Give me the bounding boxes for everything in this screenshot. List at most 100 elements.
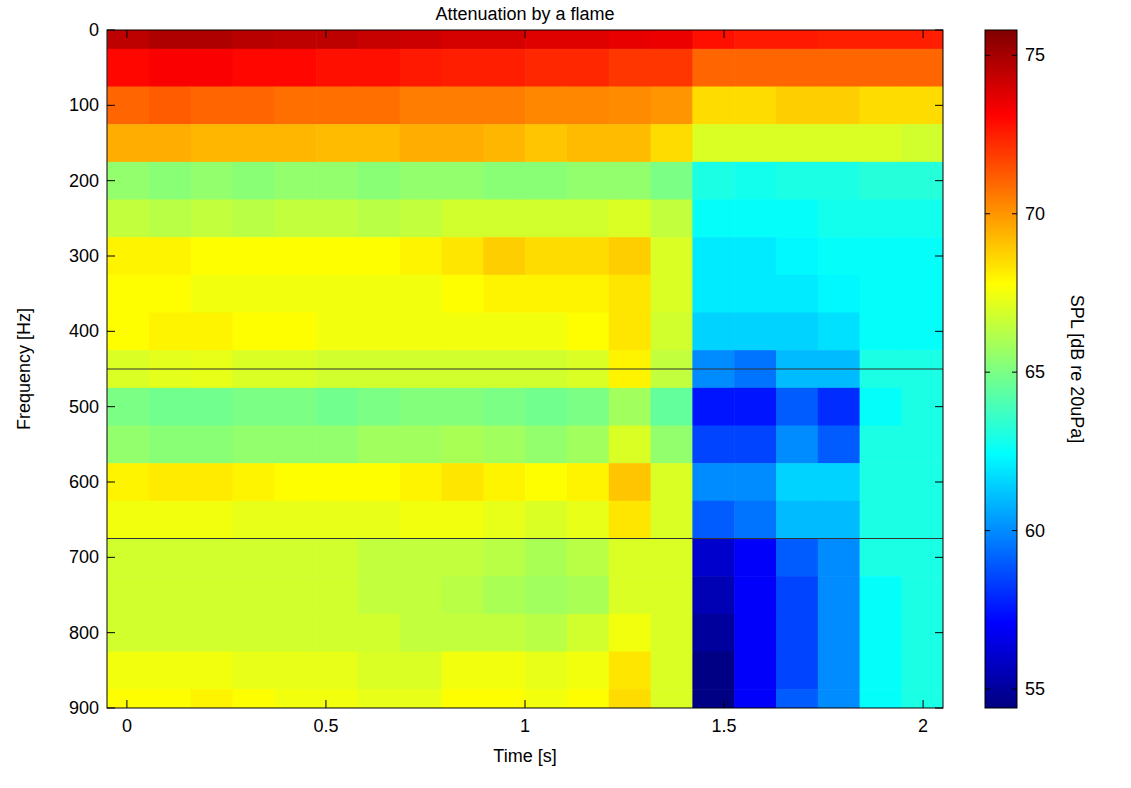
heatmap-cell bbox=[567, 652, 609, 690]
heatmap-cell bbox=[483, 237, 525, 275]
heatmap-cell bbox=[901, 539, 943, 577]
colorbar-tick-label: 55 bbox=[1025, 679, 1045, 699]
heatmap-cell bbox=[233, 652, 275, 690]
heatmap-cell bbox=[400, 162, 442, 200]
heatmap-cell bbox=[107, 652, 149, 690]
heatmap-cell bbox=[107, 124, 149, 162]
heatmap-cell bbox=[901, 124, 943, 162]
heatmap-cell bbox=[358, 689, 400, 708]
y-tick bbox=[935, 406, 943, 407]
heatmap-cell bbox=[818, 124, 860, 162]
heatmap-cell bbox=[901, 30, 943, 49]
heatmap-cell bbox=[107, 162, 149, 200]
x-tick bbox=[126, 700, 127, 708]
heatmap-cell bbox=[567, 689, 609, 708]
heatmap-cell bbox=[651, 576, 693, 614]
heatmap-cell bbox=[400, 313, 442, 351]
heatmap-cell bbox=[651, 237, 693, 275]
heatmap-cell bbox=[609, 539, 651, 577]
heatmap-cell bbox=[358, 652, 400, 690]
heatmap-cell bbox=[191, 689, 233, 708]
heatmap-cell bbox=[692, 200, 734, 238]
heatmap-cell bbox=[233, 463, 275, 501]
heatmap-cell bbox=[274, 388, 316, 426]
heatmap-cell bbox=[191, 463, 233, 501]
heatmap-cell bbox=[274, 539, 316, 577]
heatmap-cell bbox=[692, 87, 734, 125]
heatmap-cell bbox=[692, 30, 734, 49]
y-tick bbox=[935, 105, 943, 106]
heatmap-cell bbox=[233, 200, 275, 238]
heatmap-cell bbox=[609, 652, 651, 690]
heatmap-cell bbox=[901, 426, 943, 464]
heatmap-cell bbox=[525, 388, 567, 426]
heatmap-cell bbox=[818, 388, 860, 426]
heatmap-cell bbox=[316, 463, 358, 501]
y-tick bbox=[107, 331, 115, 332]
heatmap-cell bbox=[901, 275, 943, 313]
heatmap-cell bbox=[901, 576, 943, 614]
x-tick bbox=[325, 700, 326, 708]
colorbar-tick bbox=[1012, 688, 1017, 689]
heatmap-cell bbox=[483, 313, 525, 351]
heatmap-cell bbox=[483, 539, 525, 577]
heatmap-cell bbox=[442, 501, 484, 539]
y-tick bbox=[935, 557, 943, 558]
heatmap-cell bbox=[442, 463, 484, 501]
colorbar-tick bbox=[985, 55, 990, 56]
heatmap-cell bbox=[776, 426, 818, 464]
heatmap-cell bbox=[525, 162, 567, 200]
heatmap-cell bbox=[316, 313, 358, 351]
heatmap-cell bbox=[567, 30, 609, 49]
heatmap-cell bbox=[483, 124, 525, 162]
heatmap-cell bbox=[483, 162, 525, 200]
title: Attenuation by a flame bbox=[435, 4, 614, 24]
heatmap-cell bbox=[651, 275, 693, 313]
heatmap-cell bbox=[442, 200, 484, 238]
heatmap-cell bbox=[860, 237, 902, 275]
colorbar-tick bbox=[1012, 530, 1017, 531]
heatmap-cell bbox=[776, 237, 818, 275]
heatmap-cell bbox=[818, 539, 860, 577]
heatmap-cell bbox=[107, 200, 149, 238]
heatmap-cell bbox=[483, 275, 525, 313]
heatmap-cell bbox=[191, 576, 233, 614]
colorbar-tick bbox=[1012, 55, 1017, 56]
y-tick bbox=[107, 30, 115, 31]
heatmap-cell bbox=[567, 539, 609, 577]
heatmap-cell bbox=[400, 388, 442, 426]
heatmap-cell bbox=[609, 463, 651, 501]
heatmap-cell bbox=[483, 501, 525, 539]
heatmap-cell bbox=[692, 49, 734, 87]
heatmap-cell bbox=[149, 30, 191, 49]
heatmap-cell bbox=[901, 689, 943, 708]
heatmap-cell bbox=[609, 237, 651, 275]
heatmap-cell bbox=[400, 275, 442, 313]
heatmap-cell bbox=[191, 313, 233, 351]
colorbar-tick bbox=[985, 372, 990, 373]
heatmap-cell bbox=[442, 652, 484, 690]
heatmap-cell bbox=[525, 426, 567, 464]
heatmap-cell bbox=[107, 49, 149, 87]
heatmap-cell bbox=[400, 124, 442, 162]
x-tick bbox=[923, 30, 924, 38]
heatmap-cell bbox=[567, 576, 609, 614]
heatmap-cell bbox=[734, 200, 776, 238]
heatmap-cell bbox=[525, 614, 567, 652]
heatmap-cell bbox=[776, 313, 818, 351]
heatmap-cell bbox=[316, 426, 358, 464]
heatmap-cell bbox=[776, 87, 818, 125]
heatmap-cell bbox=[107, 576, 149, 614]
heatmap-cell bbox=[316, 237, 358, 275]
heatmap-cell bbox=[358, 87, 400, 125]
heatmap-cell bbox=[358, 162, 400, 200]
heatmap-cell bbox=[776, 463, 818, 501]
x-tick-label: 0.5 bbox=[313, 716, 338, 736]
y-tick bbox=[935, 256, 943, 257]
heatmap-cell bbox=[107, 87, 149, 125]
y-tick bbox=[935, 632, 943, 633]
heatmap-cell bbox=[400, 689, 442, 708]
heatmap-cell bbox=[901, 463, 943, 501]
heatmap-cell bbox=[107, 614, 149, 652]
heatmap-cell bbox=[860, 463, 902, 501]
